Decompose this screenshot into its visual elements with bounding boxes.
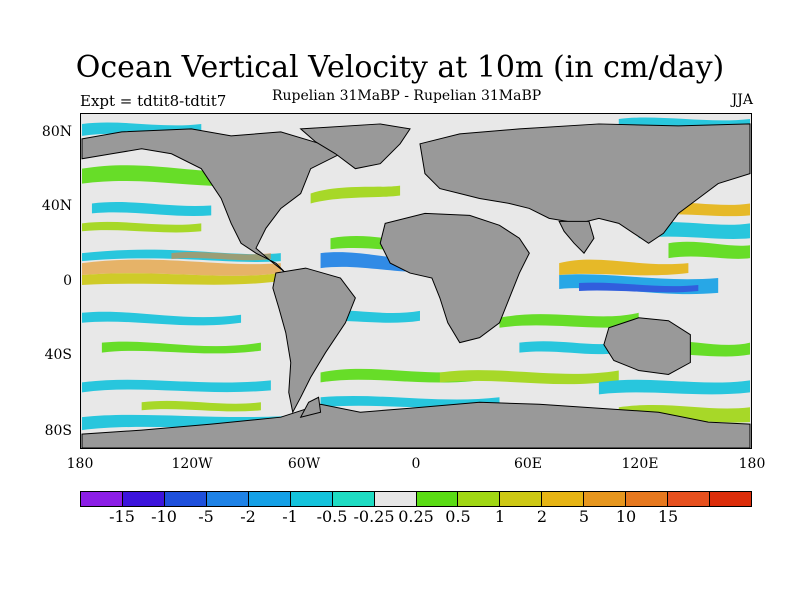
lat-tick-80n: 80N	[41, 124, 72, 140]
colorbar-label: -15	[109, 507, 135, 526]
map-title: Ocean Vertical Velocity at 10m (in cm/da…	[75, 50, 725, 85]
colorbar-swatch	[332, 492, 375, 506]
land-antarctic-peninsula	[299, 396, 322, 418]
land-eurasia	[419, 123, 751, 244]
colorbar-swatch	[164, 492, 207, 506]
velocity-band	[91, 202, 212, 217]
colorbar-label: -2	[240, 507, 256, 526]
velocity-band	[82, 259, 281, 276]
lat-tick-40n: 40N	[41, 198, 72, 214]
colorbar-swatch	[668, 492, 711, 506]
colorbar-swatch	[206, 492, 249, 506]
colorbar-label: -0.25	[353, 507, 395, 526]
lat-tick-80s: 80S	[44, 423, 72, 439]
velocity-band	[579, 282, 699, 293]
lon-tick-120w: 120W	[171, 456, 213, 472]
colorbar-label: 15	[657, 507, 679, 526]
land-australia	[603, 317, 691, 375]
colorbar-swatch	[290, 492, 333, 506]
lon-tick-120e: 120E	[621, 456, 659, 472]
colorbar-swatch	[122, 492, 165, 506]
land-north-america	[81, 128, 342, 274]
colorbar-swatch	[500, 492, 543, 506]
land-india	[558, 220, 595, 254]
velocity-band	[598, 379, 750, 395]
colorbar-swatch	[416, 492, 459, 506]
map-subtitle: Rupelian 31MaBP - Rupelian 31MaBP	[272, 88, 542, 104]
velocity-band	[499, 312, 639, 328]
lon-tick-180e: 180	[738, 456, 766, 472]
colorbar-swatch	[584, 492, 627, 506]
colorbar-label: 1	[494, 507, 506, 526]
velocity-band	[82, 273, 281, 285]
colorbar-swatch	[458, 492, 501, 506]
land-africa	[379, 212, 530, 344]
colorbar-label: 0.5	[445, 507, 471, 526]
colorbar-label: 5	[578, 507, 590, 526]
map-svg	[81, 117, 751, 448]
velocity-band	[171, 252, 271, 261]
colorbar-label: -1	[282, 507, 298, 526]
velocity-band	[141, 400, 261, 412]
colorbar-swatch	[710, 492, 751, 506]
velocity-band	[82, 311, 242, 326]
colorbar-swatch	[374, 492, 417, 506]
lon-tick-60w: 60W	[287, 456, 321, 472]
land-greenland	[299, 123, 411, 170]
velocity-band	[82, 165, 242, 187]
velocity-band	[82, 221, 202, 233]
land-south-america	[272, 267, 356, 414]
lat-tick-40s: 40S	[44, 347, 72, 363]
colorbar-swatch	[248, 492, 291, 506]
velocity-band	[310, 185, 401, 204]
season-label: JJA	[731, 92, 753, 108]
lat-tick-0: 0	[63, 273, 72, 289]
velocity-band	[82, 379, 271, 393]
colorbar-label: -10	[151, 507, 177, 526]
land-masses	[81, 123, 751, 448]
colorbar-label: 2	[536, 507, 548, 526]
land-antarctica	[81, 401, 751, 448]
lon-tick-180w: 180	[66, 456, 94, 472]
velocity-band	[101, 341, 261, 354]
experiment-label: Expt = tdtit8-tdtit7	[80, 92, 227, 110]
colorbar-swatch	[81, 492, 123, 506]
lon-tick-0: 0	[411, 456, 421, 472]
colorbar	[80, 491, 752, 507]
colorbar-label: -0.5	[316, 507, 348, 526]
colorbar-label: 10	[615, 507, 637, 526]
velocity-band	[668, 241, 750, 259]
map-panel	[80, 113, 752, 449]
velocity-band	[559, 259, 689, 276]
velocity-band	[519, 341, 619, 355]
velocity-band	[439, 370, 619, 385]
colorbar-label: -5	[198, 507, 214, 526]
colorbar-label: 0.25	[398, 507, 434, 526]
lon-tick-60e: 60E	[513, 456, 543, 472]
colorbar-swatch	[626, 492, 669, 506]
colorbar-swatch	[542, 492, 585, 506]
